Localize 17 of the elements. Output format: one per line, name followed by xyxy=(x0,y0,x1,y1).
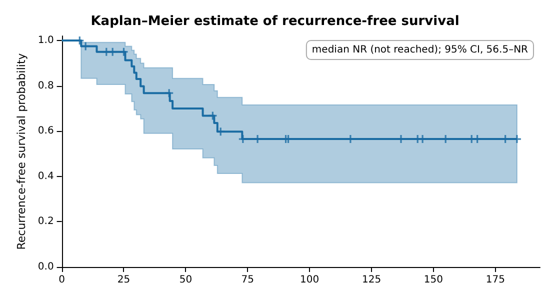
y-axis-title: Recurrence-free survival probability xyxy=(15,52,28,250)
x-tick-label: 175 xyxy=(486,274,505,286)
x-tick-label: 25 xyxy=(117,274,130,286)
chart-title: Kaplan–Meier estimate of recurrence-free survival xyxy=(90,14,460,29)
y-tick-label: 0.0 xyxy=(38,262,54,272)
y-tick-label: 0.2 xyxy=(38,216,54,228)
y-tick-label: 0.8 xyxy=(38,80,54,92)
x-tick-label: 100 xyxy=(300,274,320,286)
annotation: median NR (not reached); 95% CI, 56.5–NR xyxy=(312,44,528,56)
y-tick-label: 0.4 xyxy=(38,170,54,182)
x-tick-label: 125 xyxy=(362,274,382,286)
x-tick-label: 0 xyxy=(58,274,65,286)
y-tick-label: 1.0 xyxy=(38,35,54,46)
y-tick-label: 0.6 xyxy=(38,126,54,137)
x-tick-label: 150 xyxy=(424,274,444,286)
x-tick-label: 50 xyxy=(179,274,192,286)
x-tick-label: 75 xyxy=(241,274,254,286)
